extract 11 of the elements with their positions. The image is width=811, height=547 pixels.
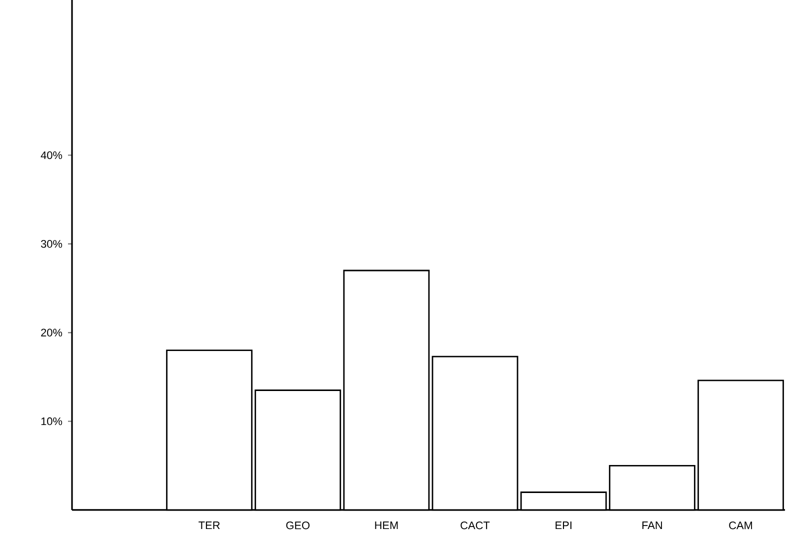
y-tick-label: 30% [40, 240, 62, 248]
x-tick-label: TER [198, 522, 220, 530]
x-tick-label: FAN [642, 522, 662, 530]
x-tick-label: EPI [556, 522, 572, 530]
x-tick-label: HEM [375, 522, 398, 530]
y-tick-label: 40% [40, 151, 62, 160]
x-tick-label: CACT [460, 522, 490, 530]
x-tick-label: GEO [286, 522, 310, 530]
y-tick-label: 20% [41, 328, 62, 336]
y-tick-label: 10% [41, 417, 62, 426]
x-tick-label: CAM [729, 522, 752, 530]
